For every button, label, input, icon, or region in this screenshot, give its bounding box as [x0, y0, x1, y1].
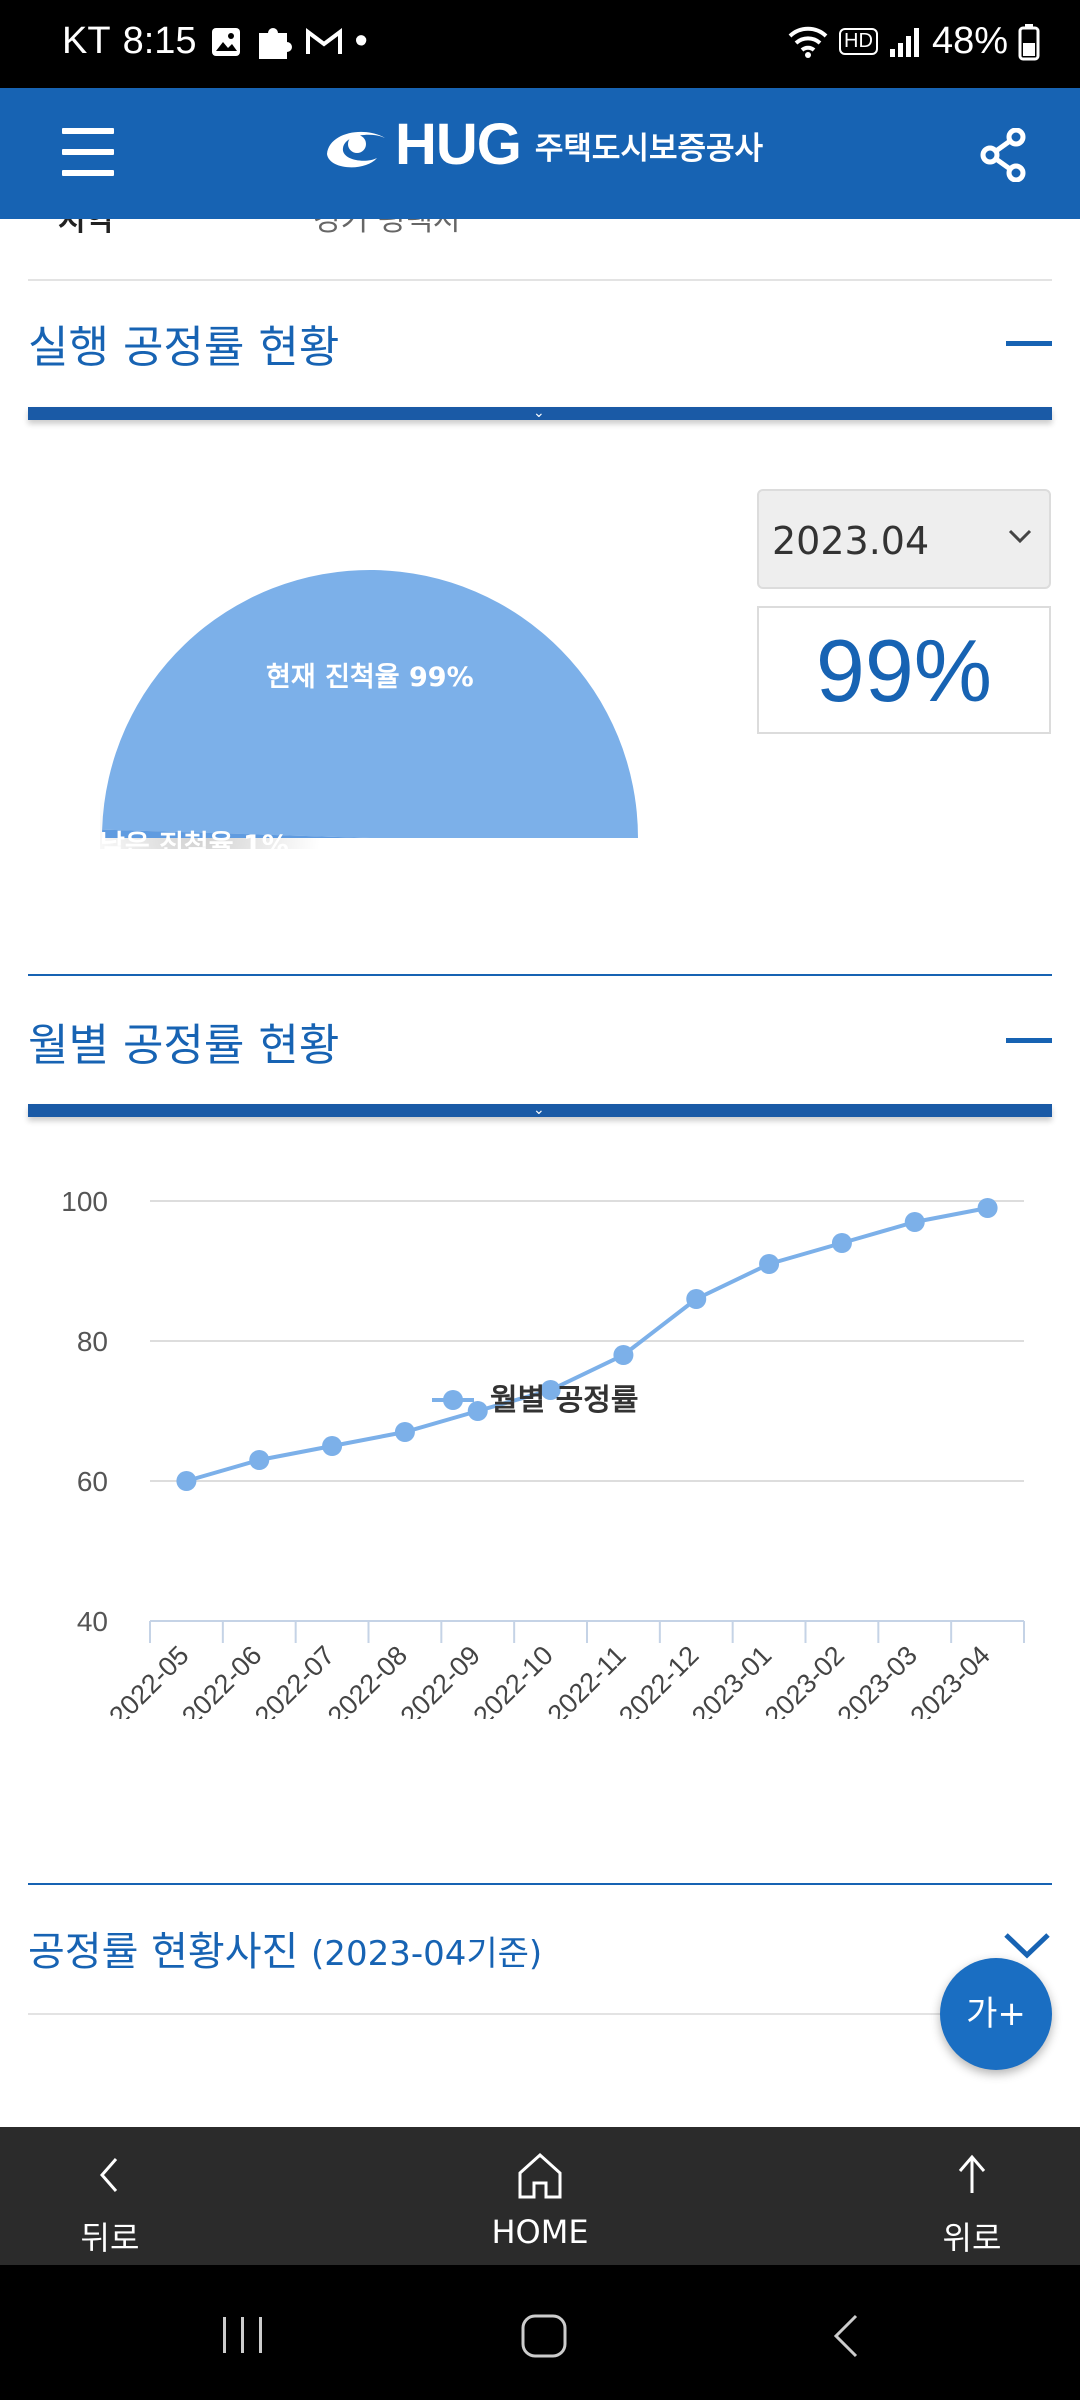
status-bar: KT 8:15 • HD 48% — [0, 0, 1080, 88]
nav-up-label: 위로 — [942, 2219, 1002, 2257]
legend-marker — [443, 1390, 463, 1410]
region-label: 지역 — [58, 219, 114, 238]
data-point — [613, 1345, 634, 1365]
y-tick-label: 40 — [77, 1606, 108, 1637]
bottom-nav: 뒤로 HOME 위로 — [0, 2127, 1080, 2265]
photo-section-subtitle: (2023-04기준) — [311, 1934, 543, 1974]
status-left: KT 8:15 • — [62, 20, 368, 63]
data-point — [394, 1422, 415, 1442]
arrow-up-icon — [958, 2154, 986, 2193]
data-point — [176, 1471, 197, 1491]
nav-back-label: 뒤로 — [80, 2219, 140, 2257]
data-point — [686, 1289, 707, 1309]
recent-apps-icon[interactable] — [220, 2315, 266, 2355]
nav-home-label: HOME — [491, 2213, 589, 2251]
series-line — [185, 1206, 988, 1483]
home-button-icon[interactable] — [520, 2313, 568, 2359]
data-point — [540, 1380, 561, 1400]
monthly-section-title: 월별 공정률 현황 — [28, 1020, 340, 1071]
hug-logo-mark — [327, 131, 385, 168]
legend-label: 월별 공정률 — [490, 1383, 638, 1418]
share-icon[interactable] — [980, 128, 1028, 182]
data-point — [977, 1198, 998, 1218]
nav-back[interactable]: 뒤로 — [70, 2145, 150, 2259]
chevron-down-icon: ⌄ — [533, 1102, 545, 1118]
chevron-down-icon: ⌄ — [533, 405, 545, 421]
collapse-minus-icon[interactable] — [1006, 341, 1052, 346]
collapse-minus-icon[interactable] — [1006, 1038, 1052, 1043]
puzzle-icon — [258, 27, 292, 59]
expand-chevron-icon[interactable] — [1002, 1929, 1052, 1961]
gmail-icon — [305, 27, 342, 54]
progress-percent-box: 99% — [757, 606, 1051, 734]
photo-section-title-text: 공정률 현황사진 — [28, 1929, 299, 1975]
hug-logo[interactable]: HUG 주택도시보증공사 — [325, 116, 763, 174]
region-value: 경기 평택시 — [313, 219, 461, 238]
system-back-icon[interactable] — [830, 2313, 862, 2359]
status-right: HD 48% — [787, 20, 1040, 63]
data-point — [322, 1436, 343, 1456]
pie-slice-remaining — [102, 829, 370, 838]
nav-home[interactable]: HOME — [480, 2145, 600, 2251]
battery-percent: 48% — [931, 20, 1008, 62]
divider — [28, 2013, 1052, 2015]
font-size-fab[interactable]: 가+ — [940, 1958, 1052, 2070]
data-point — [467, 1401, 488, 1421]
data-point — [831, 1233, 852, 1253]
nav-up[interactable]: 위로 — [932, 2145, 1012, 2259]
signal-icon — [889, 27, 919, 57]
execution-section-title: 실행 공정률 현황 — [28, 322, 340, 373]
y-tick-label: 100 — [61, 1186, 108, 1217]
progress-semi-pie — [100, 569, 638, 849]
gallery-icon — [211, 27, 240, 56]
app-header: HUG 주택도시보증공사 — [0, 88, 1080, 219]
section-bar: ⌄ — [28, 405, 1052, 421]
main-content[interactable]: 지역 경기 평택시 실행 공정률 현황 ⌄ 현재 진척율 99% 남은 진척율 … — [0, 219, 1080, 2127]
photo-section-title[interactable]: 공정률 현황사진 (2023-04기준) — [28, 1919, 542, 1977]
section-bar: ⌄ — [28, 1102, 1052, 1118]
pie-remaining-label: 남은 진척율 1% — [100, 830, 289, 861]
org-name: 주택도시보증공사 — [534, 131, 764, 167]
carrier-label: KT — [62, 20, 111, 62]
monthly-line-chart: 1008060402022-052022-062022-072022-08202… — [61, 1186, 1025, 1719]
battery-icon — [1018, 23, 1040, 60]
chevron-down-icon — [1008, 529, 1032, 544]
wifi-icon — [788, 26, 828, 58]
logo-text: HUG — [395, 112, 522, 177]
y-tick-label: 60 — [77, 1466, 108, 1497]
data-point — [759, 1254, 780, 1274]
progress-percent-value: 99% — [815, 621, 993, 720]
system-nav-bar — [0, 2265, 1080, 2400]
data-point — [904, 1212, 925, 1232]
hd-badge: HD — [839, 28, 878, 55]
chevron-left-icon — [100, 2158, 118, 2192]
divider — [28, 1883, 1052, 1885]
pie-slice-current — [102, 569, 638, 838]
divider — [28, 279, 1052, 281]
divider — [28, 974, 1052, 976]
menu-icon[interactable] — [62, 128, 114, 176]
x-tick-label: 2023-04 — [905, 1640, 996, 1719]
notification-dot: • — [354, 20, 368, 62]
month-select-value: 2023.04 — [772, 519, 930, 563]
data-point — [249, 1450, 270, 1470]
y-tick-label: 80 — [77, 1326, 108, 1357]
home-icon — [518, 2152, 562, 2199]
region-row: 지역 경기 평택시 — [28, 219, 1052, 255]
pie-current-label: 현재 진척율 99% — [266, 662, 474, 693]
month-select[interactable]: 2023.04 — [757, 489, 1051, 589]
time-label: 8:15 — [122, 20, 197, 62]
